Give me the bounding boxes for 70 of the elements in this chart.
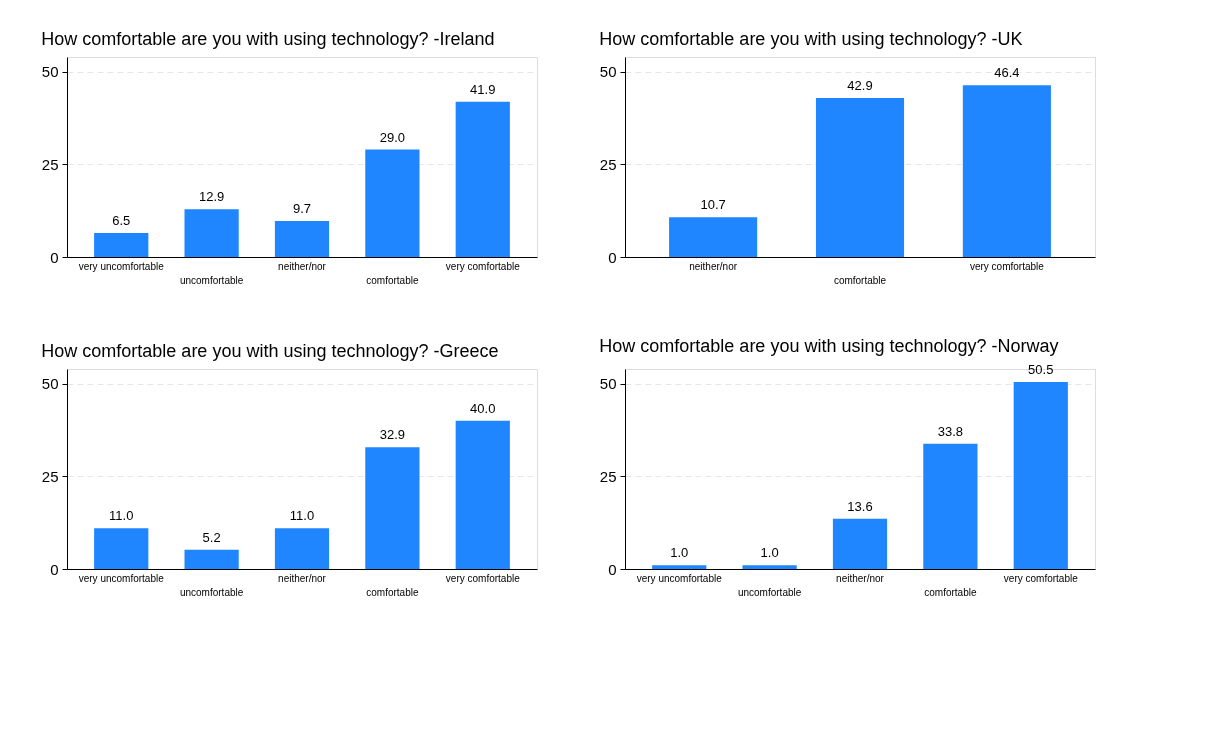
data-label: 50.5 <box>1028 361 1054 377</box>
data-label: 1.0 <box>760 545 779 561</box>
y-tick-label: 0 <box>608 248 617 266</box>
data-label: 40.0 <box>470 400 496 416</box>
bar <box>274 221 330 257</box>
y-tick-label: 50 <box>599 375 617 393</box>
bar <box>832 518 888 569</box>
x-tick-label: neither/nor <box>278 261 327 272</box>
bar <box>455 101 510 257</box>
y-tick-label: 0 <box>50 560 59 578</box>
x-tick-label: very uncomfortable <box>78 261 165 272</box>
x-tick-label: uncomfortable <box>179 275 244 286</box>
y-tick-label: 50 <box>41 63 59 81</box>
bar <box>365 447 420 569</box>
data-label: 11.0 <box>109 508 134 524</box>
y-tick-label: 50 <box>41 375 59 393</box>
data-label: 1.0 <box>670 545 689 561</box>
bar <box>94 232 149 257</box>
chart-title: How comfortable are you with using technology? -Ireland <box>41 29 495 49</box>
y-tick-label: 0 <box>50 248 59 266</box>
x-tick-label: neither/nor <box>278 573 327 584</box>
data-label: 41.9 <box>470 81 496 97</box>
data-label: 42.9 <box>847 78 873 94</box>
data-label: 29.0 <box>379 129 406 145</box>
x-tick-label: very comfortable <box>969 261 1045 272</box>
bar <box>652 565 707 569</box>
bar <box>455 420 510 569</box>
y-tick-label: 25 <box>41 467 59 485</box>
y-tick-label: 0 <box>608 560 617 578</box>
y-tick-label: 25 <box>41 155 59 173</box>
x-tick-label: very comfortable <box>445 261 521 272</box>
x-tick-label: comfortable <box>366 275 419 286</box>
data-label: 32.9 <box>379 427 406 443</box>
x-tick-label: uncomfortable <box>179 587 244 598</box>
x-tick-label: comfortable <box>924 587 977 598</box>
chart-title: How comfortable are you with using technology? -UK <box>599 29 1023 49</box>
bar <box>742 565 797 569</box>
y-tick-label: 25 <box>599 155 617 173</box>
x-tick-label: neither/nor <box>689 261 738 272</box>
x-tick-label: very comfortable <box>445 573 521 584</box>
x-tick-label: very uncomfortable <box>78 573 165 584</box>
x-tick-label: very uncomfortable <box>636 573 723 584</box>
bar <box>669 217 758 257</box>
y-tick-label: 25 <box>599 467 617 485</box>
chart-title: How comfortable are you with using technology? -Norway <box>599 335 1059 356</box>
bar <box>923 443 978 569</box>
data-label: 33.8 <box>937 423 964 439</box>
data-label: 11.0 <box>289 508 315 524</box>
x-tick-label: neither/nor <box>836 573 885 584</box>
bar <box>1013 381 1068 569</box>
chart-title: How comfortable are you with using technology? -Greece <box>41 341 499 361</box>
x-tick-label: comfortable <box>833 275 887 286</box>
bar <box>94 528 149 569</box>
bar <box>365 149 420 257</box>
x-tick-label: comfortable <box>366 587 419 598</box>
data-label: 5.2 <box>202 529 221 545</box>
bar <box>274 528 330 569</box>
bar <box>184 209 239 257</box>
data-label: 10.7 <box>700 197 726 213</box>
data-label: 46.4 <box>994 65 1020 81</box>
bar <box>962 85 1051 257</box>
x-tick-label: very comfortable <box>1003 573 1079 584</box>
x-tick-label: uncomfortable <box>737 587 802 598</box>
data-label: 12.9 <box>198 189 225 205</box>
data-label: 9.7 <box>292 201 312 217</box>
data-label: 6.5 <box>112 212 131 228</box>
data-label: 13.6 <box>847 498 873 514</box>
bar <box>184 549 239 569</box>
y-tick-label: 50 <box>599 63 617 81</box>
bar <box>815 98 905 257</box>
